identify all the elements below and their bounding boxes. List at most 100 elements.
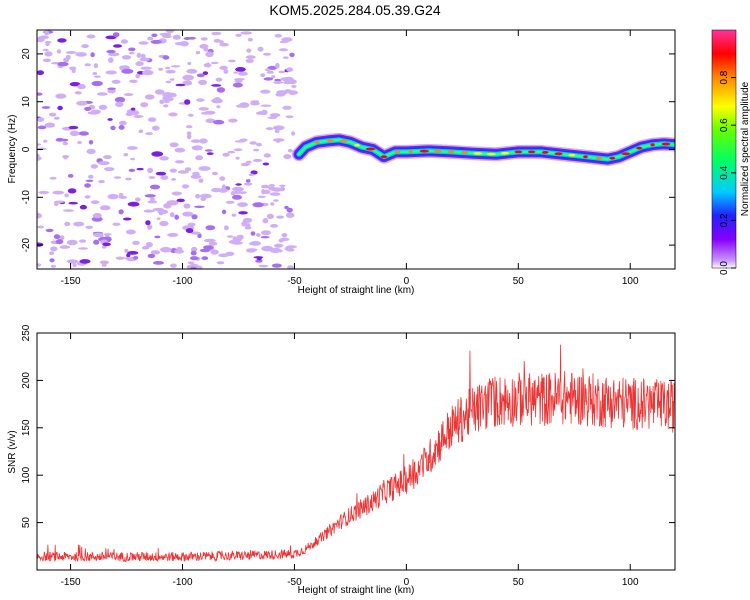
- noise-blob: [191, 145, 203, 151]
- noise-blob: [156, 217, 161, 220]
- noise-blob: [55, 93, 67, 99]
- noise-blob: [165, 80, 172, 84]
- noise-blob: [48, 112, 57, 117]
- noise-blob: [274, 243, 284, 248]
- snr-frame: [36, 332, 676, 571]
- noise-blob: [121, 68, 134, 74]
- noise-blob: [101, 245, 107, 249]
- noise-blob: [285, 115, 294, 119]
- noise-blob: [64, 193, 69, 198]
- noise-blob: [279, 40, 289, 44]
- noise-blob: [266, 213, 274, 219]
- noise-blob: [284, 246, 294, 252]
- noise-blob: [150, 250, 161, 255]
- noise-blob: [42, 48, 49, 52]
- noise-blob: [195, 193, 201, 199]
- noise-blob: [246, 223, 251, 228]
- colorbar-tick-label: 0.4: [719, 165, 730, 179]
- noise-blob: [221, 209, 227, 215]
- noise-blob: [282, 56, 289, 59]
- noise-blob: [268, 184, 275, 187]
- x-tick-label: 0: [404, 577, 410, 588]
- noise-blob: [84, 183, 91, 188]
- noise-blob: [147, 200, 158, 204]
- noise-blob: [37, 155, 42, 161]
- noise-blob: [198, 166, 211, 171]
- noise-blob: [99, 260, 109, 265]
- noise-blob: [171, 178, 177, 181]
- signal-hotspot: [528, 150, 536, 154]
- noise-blob: [230, 191, 236, 196]
- spectrogram-xlabel: Height of straight line (km): [298, 285, 415, 296]
- y-tick-label: 250: [21, 324, 32, 341]
- noise-blob: [152, 125, 160, 131]
- chart-title: KOM5.2025.284.05.39.G24: [269, 2, 441, 18]
- noise-blob: [127, 251, 139, 255]
- noise-blob: [255, 233, 261, 237]
- noise-blob: [219, 176, 226, 181]
- noise-blob: [289, 52, 295, 58]
- noise-blob: [291, 131, 296, 136]
- noise-blob: [211, 187, 222, 193]
- noise-blob: [79, 204, 87, 210]
- noise-blob: [272, 138, 285, 142]
- x-tick-label: -100: [173, 577, 193, 588]
- noise-blob: [160, 246, 172, 253]
- noise-blob: [136, 167, 144, 171]
- noise-blob: [78, 247, 88, 250]
- noise-blob: [260, 73, 266, 77]
- noise-blob: [93, 232, 104, 238]
- noise-blob: [44, 51, 53, 57]
- snr-series-line: [37, 344, 675, 563]
- noise-blob: [231, 213, 237, 217]
- noise-blob: [263, 189, 271, 195]
- noise-blob: [223, 69, 229, 74]
- noise-blob: [248, 173, 255, 177]
- noise-blob: [108, 52, 120, 57]
- noise-blob: [271, 263, 282, 268]
- noise-blob: [160, 175, 169, 180]
- noise-blob: [133, 115, 144, 118]
- noise-blob: [69, 82, 81, 87]
- noise-blob: [261, 189, 266, 195]
- noise-blob: [93, 63, 99, 69]
- noise-blob: [90, 164, 98, 169]
- noise-blob: [245, 179, 251, 183]
- noise-blob: [103, 155, 112, 160]
- noise-blob: [177, 170, 189, 174]
- noise-blob: [37, 70, 44, 76]
- noise-blob: [105, 35, 117, 40]
- noise-blob: [274, 34, 282, 38]
- noise-blob: [245, 160, 252, 164]
- noise-blob: [190, 174, 202, 179]
- noise-blob: [261, 230, 271, 236]
- noise-blob: [59, 235, 65, 241]
- noise-blob: [203, 238, 216, 243]
- noise-blob: [50, 264, 57, 268]
- noise-blob: [90, 52, 95, 58]
- noise-blob: [88, 140, 94, 145]
- noise-blob: [206, 152, 214, 156]
- noise-blob: [107, 87, 116, 90]
- noise-blob: [147, 36, 154, 41]
- noise-blob: [191, 214, 198, 220]
- noise-blob: [235, 67, 246, 72]
- noise-blob: [86, 34, 96, 39]
- noise-blob: [168, 112, 178, 117]
- noise-blob: [159, 99, 165, 105]
- noise-blob: [235, 33, 242, 37]
- noise-blob: [165, 69, 176, 74]
- signal-hotspot: [394, 150, 401, 154]
- noise-blob: [57, 61, 69, 67]
- noise-blob: [205, 51, 214, 58]
- noise-blob: [281, 233, 288, 238]
- noise-blob: [274, 78, 282, 82]
- noise-blob: [163, 203, 172, 209]
- noise-blob: [128, 51, 135, 55]
- noise-blob: [200, 111, 211, 115]
- noise-blob: [228, 59, 236, 63]
- noise-blob: [186, 68, 198, 74]
- noise-blob: [288, 90, 298, 95]
- noise-blob: [174, 160, 185, 164]
- signal-hotspot: [473, 152, 483, 155]
